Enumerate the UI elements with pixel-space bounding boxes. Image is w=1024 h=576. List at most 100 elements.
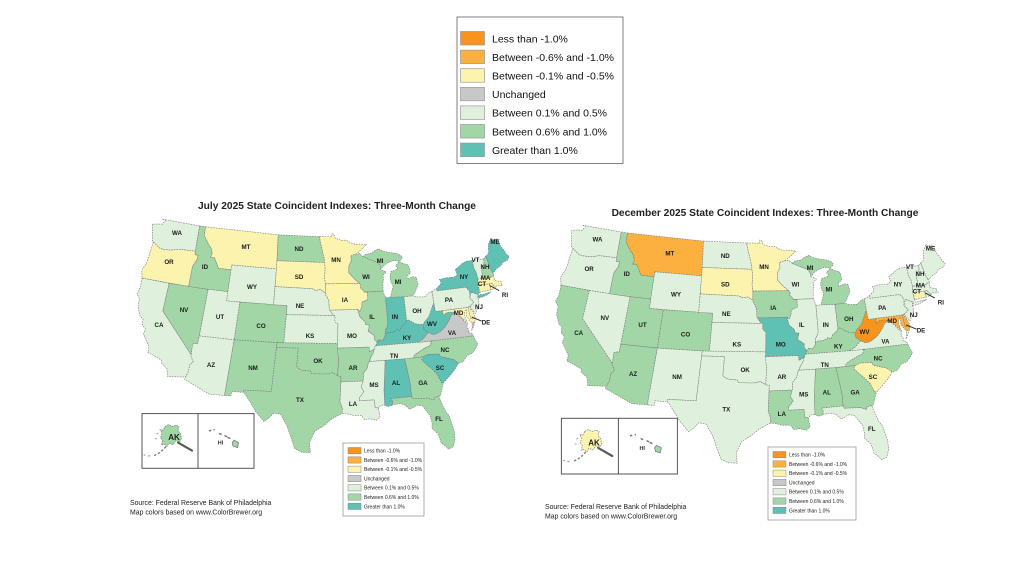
svg-text:MA: MA [481,275,491,282]
svg-text:TN: TN [821,362,830,369]
svg-text:July 2025 State Coincident Ind: July 2025 State Coincident Indexes: Thre… [198,201,476,212]
svg-text:NC: NC [441,347,450,354]
svg-text:Between 0.6% and 1.0%: Between 0.6% and 1.0% [364,495,419,501]
svg-text:VA: VA [881,338,890,345]
svg-text:Source: Federal Reserve Bank o: Source: Federal Reserve Bank of Philadel… [545,504,687,511]
svg-text:OR: OR [164,259,174,266]
svg-text:MA: MA [916,282,926,289]
svg-text:MI: MI [807,265,814,272]
svg-text:MT: MT [242,244,251,251]
svg-text:Between 0.6% and 1.0%: Between 0.6% and 1.0% [492,126,607,138]
svg-text:KY: KY [834,344,843,351]
svg-text:Greater than 1.0%: Greater than 1.0% [789,508,830,514]
svg-text:OK: OK [313,358,323,365]
svg-text:Between -0.6% and -1.0%: Between -0.6% and -1.0% [789,462,848,468]
svg-text:MO: MO [776,342,786,349]
svg-text:NV: NV [180,307,189,314]
svg-text:Source: Federal Reserve Bank o: Source: Federal Reserve Bank of Philadel… [130,500,272,507]
svg-text:Less than -1.0%: Less than -1.0% [789,453,826,459]
svg-text:VT: VT [472,257,480,264]
svg-text:Between -0.6% and -1.0%: Between -0.6% and -1.0% [492,52,614,64]
svg-text:WY: WY [247,284,258,291]
svg-text:AL: AL [823,389,831,396]
svg-text:December 2025 State Coincident: December 2025 State Coincident Indexes: … [612,208,919,219]
svg-text:Greater than 1.0%: Greater than 1.0% [364,504,405,510]
svg-text:GA: GA [418,380,428,387]
svg-text:MD: MD [454,310,464,317]
svg-text:MS: MS [799,391,808,398]
svg-text:IL: IL [369,314,375,321]
svg-text:MS: MS [369,382,378,389]
svg-text:SC: SC [869,374,878,381]
svg-text:Unchanged: Unchanged [789,480,815,486]
svg-text:OH: OH [412,308,422,315]
svg-text:NH: NH [481,264,490,271]
svg-text:ME: ME [926,246,935,253]
svg-text:HI: HI [218,441,224,447]
svg-text:TN: TN [390,353,399,360]
svg-text:MI: MI [825,286,832,293]
svg-text:KS: KS [306,333,315,340]
svg-text:LA: LA [349,401,358,408]
svg-text:Between 0.1% and 0.5%: Between 0.1% and 0.5% [364,486,419,492]
svg-text:Between -0.1% and -0.5%: Between -0.1% and -0.5% [492,71,614,83]
svg-text:NH: NH [916,271,925,278]
svg-text:ND: ND [721,253,730,260]
svg-text:WV: WV [427,321,438,328]
svg-text:AK: AK [588,438,600,447]
svg-text:Between -0.6% and -1.0%: Between -0.6% and -1.0% [364,458,423,464]
svg-text:VT: VT [906,264,914,271]
svg-text:MO: MO [347,333,357,340]
svg-text:WA: WA [593,236,603,243]
svg-text:Between -0.1% and -0.5%: Between -0.1% and -0.5% [364,467,423,473]
svg-text:VA: VA [448,330,457,337]
svg-text:AZ: AZ [629,371,637,378]
svg-text:GA: GA [850,389,860,396]
svg-text:NC: NC [874,356,883,363]
svg-text:TX: TX [296,397,305,404]
svg-text:PA: PA [445,297,454,304]
svg-text:ND: ND [295,246,304,253]
svg-text:FL: FL [435,416,443,423]
svg-text:KS: KS [732,342,741,349]
svg-text:IN: IN [823,322,830,329]
svg-text:Less than -1.0%: Less than -1.0% [364,449,401,455]
svg-text:AR: AR [777,374,786,381]
svg-text:SD: SD [721,281,730,288]
svg-text:Unchanged: Unchanged [492,89,546,101]
svg-text:NJ: NJ [910,312,918,319]
svg-text:SC: SC [436,365,445,372]
svg-text:TX: TX [722,407,731,414]
svg-text:WA: WA [172,230,182,237]
svg-text:NM: NM [672,374,682,381]
svg-text:OH: OH [844,316,854,323]
svg-text:CO: CO [256,323,265,330]
svg-text:NY: NY [894,281,903,288]
svg-text:MN: MN [331,257,341,264]
svg-text:NE: NE [722,311,731,318]
svg-text:CA: CA [574,330,583,337]
svg-text:UT: UT [638,322,646,329]
svg-text:OR: OR [584,266,594,273]
svg-text:DE: DE [917,328,926,335]
svg-text:CT: CT [478,281,486,288]
svg-text:NY: NY [460,274,469,281]
svg-text:MN: MN [759,264,769,271]
svg-text:MD: MD [887,318,897,325]
svg-text:IA: IA [342,297,349,304]
svg-text:MT: MT [665,251,674,258]
svg-text:WI: WI [792,281,800,288]
svg-text:IN: IN [392,314,399,321]
svg-text:CO: CO [681,331,690,338]
svg-text:HI: HI [639,446,645,452]
svg-text:ME: ME [490,239,499,246]
svg-text:FL: FL [868,426,876,433]
svg-text:RI: RI [502,292,508,299]
svg-text:ID: ID [624,271,631,278]
svg-text:Between 0.1% and 0.5%: Between 0.1% and 0.5% [492,108,607,120]
svg-text:Between -0.1% and -0.5%: Between -0.1% and -0.5% [789,471,848,477]
svg-text:AZ: AZ [207,362,215,369]
svg-text:UT: UT [216,314,224,321]
svg-text:MI: MI [377,258,384,265]
svg-text:KY: KY [403,335,412,342]
